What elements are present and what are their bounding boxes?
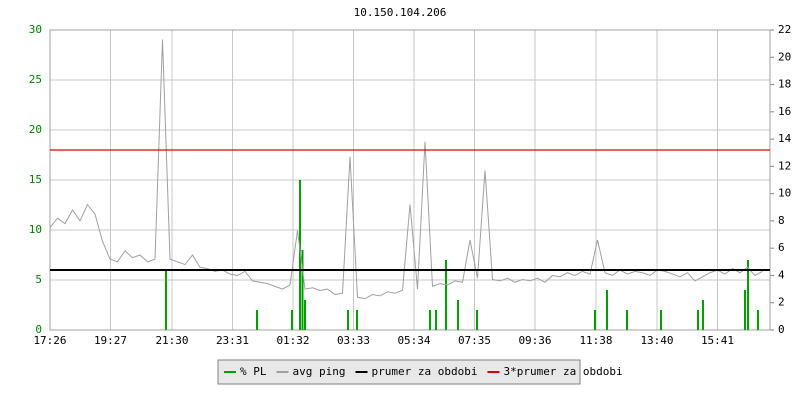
y2-tick-label: 4: [778, 268, 785, 281]
y-tick-label: 5: [35, 273, 42, 286]
legend-label: avg ping: [293, 365, 346, 378]
y2-tick-label: 0: [778, 323, 785, 336]
legend-label: % PL: [240, 365, 267, 378]
x-tick-label: 09:36: [518, 334, 551, 347]
y2-tick-label: 12: [778, 159, 791, 172]
plot-frame: [49, 29, 771, 331]
y-tick-label: 0: [35, 323, 42, 336]
x-tick-label: 17:26: [33, 334, 66, 347]
y2-tick-label: 14: [778, 132, 792, 145]
x-tick-label: 07:35: [458, 334, 491, 347]
y2-tick-label: 10: [778, 187, 791, 200]
y-tick-label: 10: [29, 223, 42, 236]
x-tick-label: 15:41: [701, 334, 734, 347]
chart-title: 10.150.104.206: [354, 6, 447, 19]
x-tick-label: 03:33: [337, 334, 370, 347]
x-tick-label: 19:27: [94, 334, 127, 347]
y2-tick-label: 18: [778, 78, 791, 91]
y2-tick-label: 22: [778, 23, 791, 36]
y2-tick-label: 20: [778, 50, 791, 63]
x-tick-label: 13:40: [640, 334, 673, 347]
x-tick-label: 01:32: [276, 334, 309, 347]
x-tick-label: 21:30: [155, 334, 188, 347]
y-tick-label: 25: [29, 73, 42, 86]
y-tick-label: 20: [29, 123, 42, 136]
ping-line: [49, 39, 763, 300]
y2-tick-label: 2: [778, 296, 785, 309]
legend-label: prumer za obdobi: [371, 365, 477, 378]
x-tick-label: 11:38: [579, 334, 612, 347]
x-tick-label: 23:31: [216, 334, 249, 347]
x-tick-label: 05:34: [397, 334, 430, 347]
y2-tick-label: 6: [778, 241, 785, 254]
y2-tick-label: 8: [778, 214, 785, 227]
y-tick-label: 15: [29, 173, 42, 186]
legend-label: 3*prumer za obdobi: [503, 365, 622, 378]
y-tick-label: 30: [29, 23, 42, 36]
y2-tick-label: 16: [778, 105, 791, 118]
